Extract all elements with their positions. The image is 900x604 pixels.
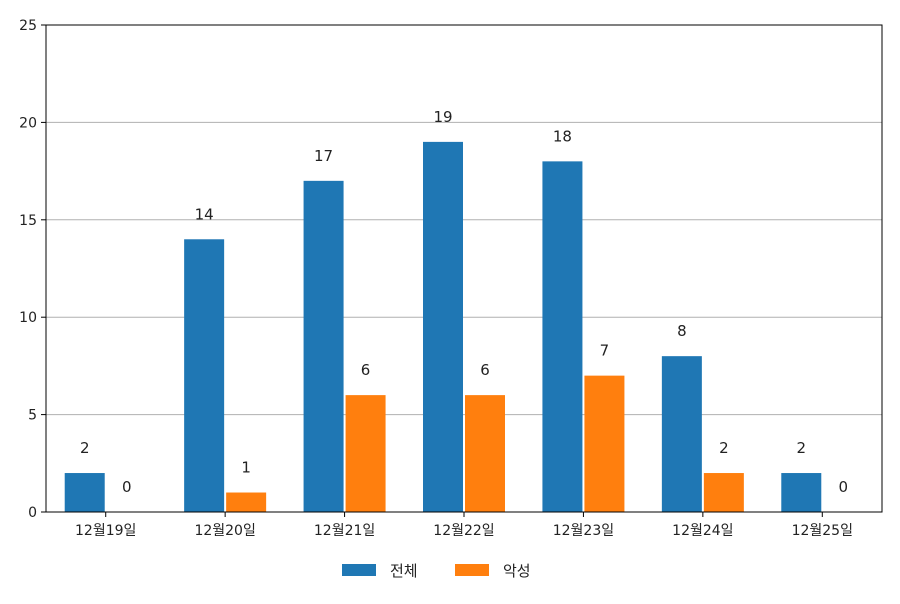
data-label: 2 <box>797 439 807 457</box>
legend-swatch-전체 <box>342 564 376 576</box>
data-label: 2 <box>719 439 729 457</box>
bar-전체-12월19일 <box>64 473 105 512</box>
bar-전체-12월25일 <box>781 473 822 512</box>
data-label: 6 <box>480 361 490 379</box>
bar-전체-12월22일 <box>423 141 463 512</box>
bar-전체-12월20일 <box>184 239 225 512</box>
data-label: 8 <box>677 322 687 340</box>
legend: 전체 악성 <box>342 562 531 580</box>
bar-악성-12월24일 <box>703 473 744 512</box>
bar-전체-12월24일 <box>661 356 702 512</box>
bars <box>64 141 822 513</box>
bar-악성-12월22일 <box>465 395 505 512</box>
bar-악성-12월21일 <box>345 395 386 512</box>
data-label: 7 <box>600 342 610 360</box>
data-label: 14 <box>195 205 214 223</box>
legend-label-악성: 악성 <box>503 562 531 580</box>
y-tick-label: 15 <box>19 213 37 229</box>
x-tick-label: 12월23일 <box>553 523 614 539</box>
data-labels: 2 0 14 1 17 6 19 6 18 7 8 2 2 0 <box>80 108 848 496</box>
data-label: 2 <box>80 439 90 457</box>
y-tick-label: 0 <box>28 505 37 521</box>
gridlines <box>46 121 882 416</box>
bar-전체-12월21일 <box>303 180 344 512</box>
x-tick-label: 12월20일 <box>194 523 255 539</box>
y-tick-label: 5 <box>28 408 37 424</box>
y-tick-label: 10 <box>19 310 37 326</box>
data-label: 17 <box>314 147 333 165</box>
x-tick-label: 12월21일 <box>314 523 375 539</box>
data-label: 0 <box>122 478 132 496</box>
bar-전체-12월23일 <box>542 161 583 513</box>
x-tick-label: 12월19일 <box>75 523 136 539</box>
x-tick-label: 12월22일 <box>433 523 494 539</box>
legend-label-전체: 전체 <box>390 562 418 580</box>
data-label: 1 <box>241 459 251 477</box>
data-label: 0 <box>839 478 849 496</box>
bar-악성-12월23일 <box>584 375 625 512</box>
bar-악성-12월20일 <box>226 492 267 512</box>
x-tick-label: 12월24일 <box>672 523 733 539</box>
x-tick-label: 12월25일 <box>792 523 853 539</box>
data-label: 6 <box>361 361 371 379</box>
y-tick-label: 25 <box>19 18 37 34</box>
legend-swatch-악성 <box>455 564 489 576</box>
data-label: 18 <box>553 127 572 145</box>
y-tick-label: 20 <box>19 115 37 131</box>
plot-frame <box>45 24 883 513</box>
data-label: 19 <box>433 108 452 126</box>
